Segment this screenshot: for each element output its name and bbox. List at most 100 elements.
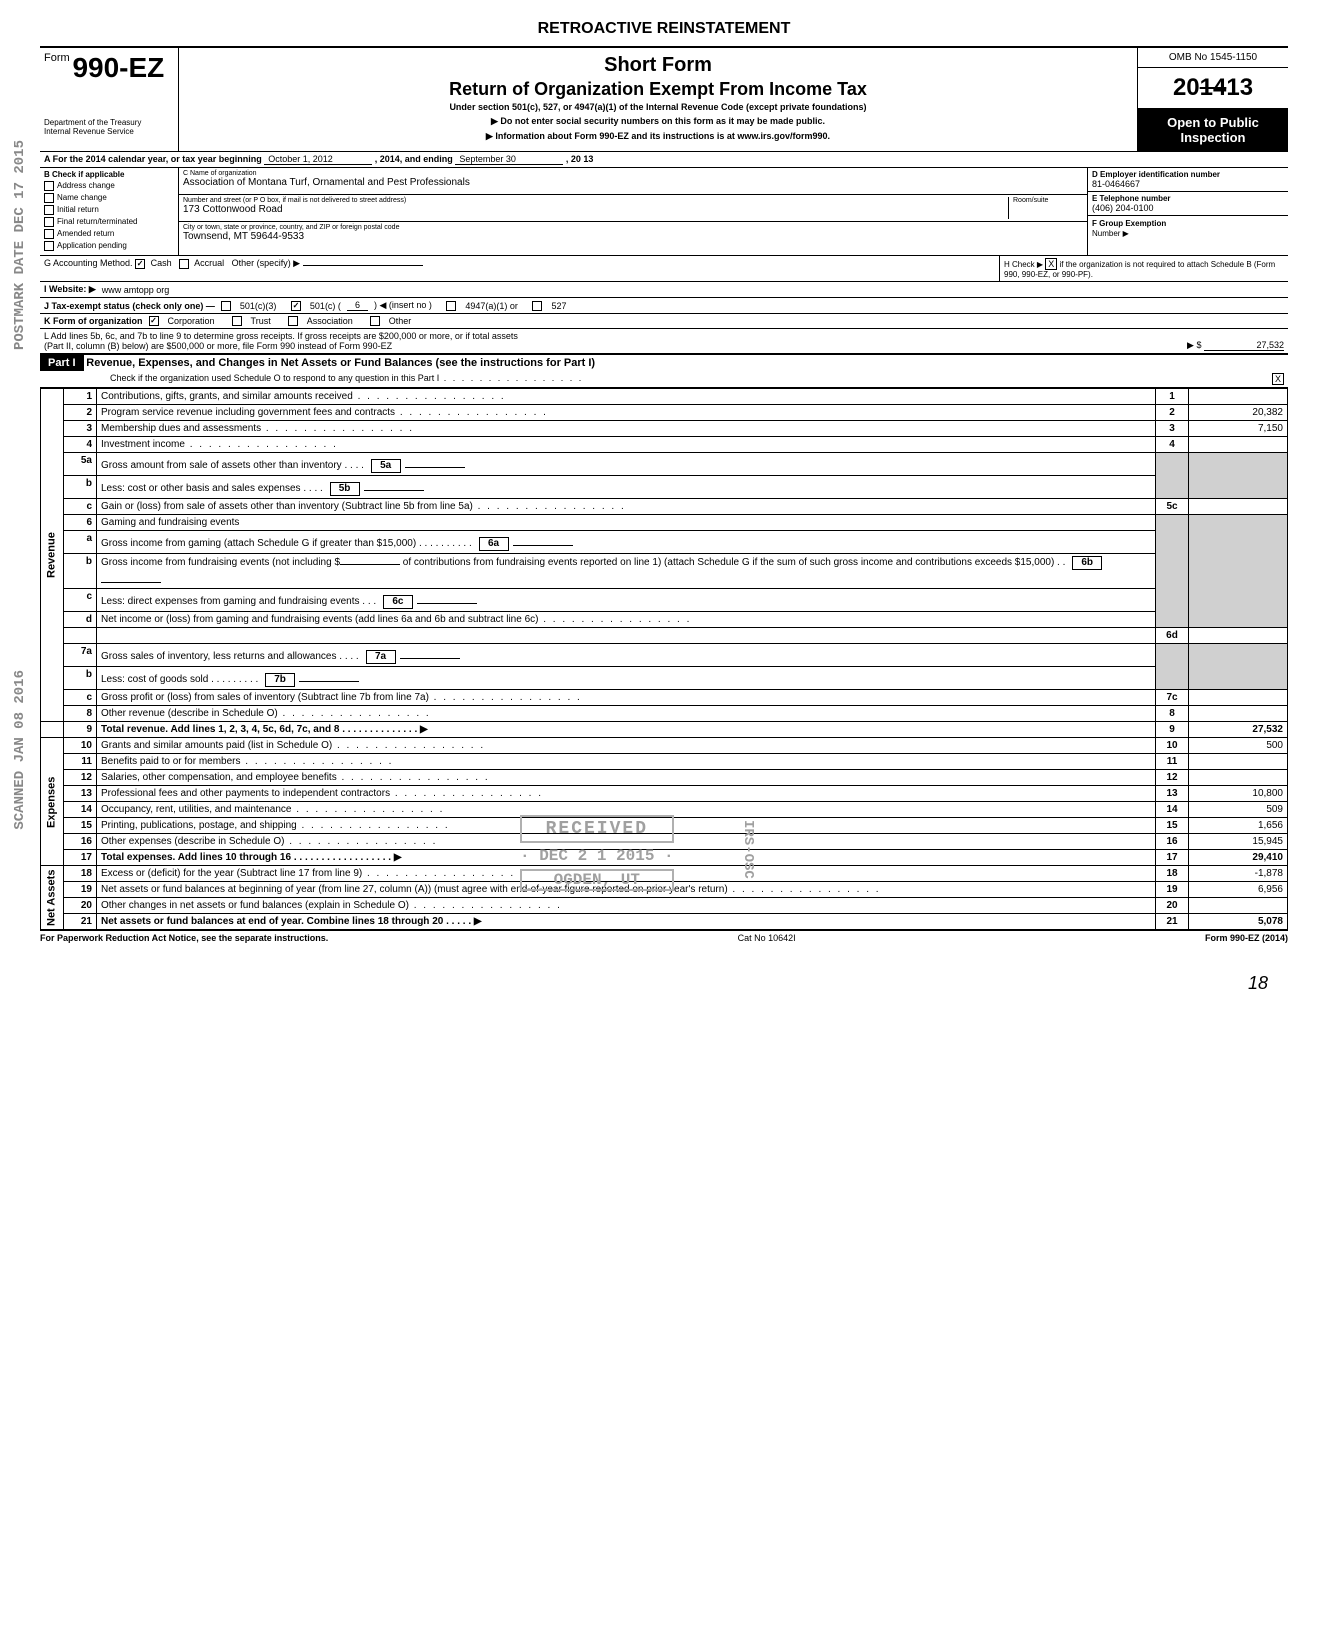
main-info-block: B Check if applicable Address change Nam… (40, 168, 1288, 256)
section-b: B Check if applicable Address change Nam… (40, 168, 179, 255)
lbl-pending: Application pending (57, 241, 127, 250)
nc14: 14 (1156, 802, 1189, 818)
v16: 15,945 (1189, 834, 1288, 850)
nc1: 1 (1156, 389, 1189, 405)
revenue-side-label: Revenue (41, 389, 64, 722)
part1-x[interactable]: X (1272, 373, 1284, 385)
nc11: 11 (1156, 754, 1189, 770)
org-name: Association of Montana Turf, Ornamental … (183, 177, 1083, 188)
501c-num: 6 (347, 300, 368, 311)
row-gh: G Accounting Method. Cash Accrual Other … (40, 256, 1288, 282)
form-number: 990-EZ (72, 52, 164, 83)
ln8: 8 (64, 706, 97, 722)
ln2: 2 (64, 405, 97, 421)
val6a (513, 533, 573, 546)
year-strike: 14 (1200, 74, 1227, 101)
section-de: D Employer identification number 81-0464… (1088, 168, 1288, 255)
ln13: 13 (64, 786, 97, 802)
no-ssn-notice: ▶ Do not enter social security numbers o… (187, 116, 1129, 127)
box5a: 5a (371, 459, 401, 473)
city-value: Townsend, MT 59644-9533 (183, 231, 1083, 242)
ln4: 4 (64, 437, 97, 453)
lbl-corp: Corporation (168, 316, 215, 326)
ln6b: b (64, 554, 97, 589)
ln10: 10 (64, 738, 97, 754)
chk-other-org[interactable] (370, 316, 380, 326)
chk-name[interactable] (44, 193, 54, 203)
row-l: L Add lines 5b, 6c, and 7b to line 9 to … (40, 329, 1288, 355)
box6b: 6b (1072, 556, 1102, 570)
footer-form: Form 990-EZ (2014) (1205, 933, 1288, 943)
v14: 509 (1189, 802, 1288, 818)
section-c: C Name of organization Association of Mo… (179, 168, 1088, 255)
ld6c: Less: direct expenses from gaming and fu… (97, 589, 1156, 612)
ld16: Other expenses (describe in Schedule O) (97, 834, 1156, 850)
ld6d: Net income or (loss) from gaming and fun… (97, 612, 1156, 628)
ln12: 12 (64, 770, 97, 786)
lbl-other-method: Other (specify) ▶ (232, 258, 300, 268)
ld3: Membership dues and assessments (97, 421, 1156, 437)
v4 (1189, 437, 1288, 453)
chk-final[interactable] (44, 217, 54, 227)
i-label: I Website: ▶ (44, 284, 96, 295)
lbl-address: Address change (57, 181, 115, 190)
lbl-initial: Initial return (57, 205, 99, 214)
box6a: 6a (479, 537, 509, 551)
v20 (1189, 898, 1288, 914)
nc8: 8 (1156, 706, 1189, 722)
chk-address[interactable] (44, 181, 54, 191)
v19: 6,956 (1189, 882, 1288, 898)
v18: -1,878 (1189, 866, 1288, 882)
l-line2: (Part II, column (B) below) are $500,000… (44, 341, 1144, 351)
tax-year: 201413 (1138, 68, 1288, 109)
nc5c: 5c (1156, 499, 1189, 515)
nc17: 17 (1156, 850, 1189, 866)
main-table: Revenue 1 Contributions, gifts, grants, … (40, 388, 1288, 930)
chk-accrual[interactable] (179, 259, 189, 269)
form-page: POSTMARK DATE DEC 17 2015 SCANNED JAN 08… (40, 20, 1288, 994)
l-line1: L Add lines 5b, 6c, and 7b to line 9 to … (44, 331, 1144, 341)
chk-trust[interactable] (232, 316, 242, 326)
cal-mid: , 2014, and ending (375, 154, 453, 164)
nc12: 12 (1156, 770, 1189, 786)
chk-cash[interactable] (135, 259, 145, 269)
chk-initial[interactable] (44, 205, 54, 215)
nc3: 3 (1156, 421, 1189, 437)
city-label: City or town, state or province, country… (183, 224, 1083, 231)
v5c (1189, 499, 1288, 515)
chk-501c[interactable] (291, 301, 301, 311)
return-title: Return of Organization Exempt From Incom… (187, 79, 1129, 100)
chk-pending[interactable] (44, 241, 54, 251)
ld10: Grants and similar amounts paid (list in… (97, 738, 1156, 754)
nc15: 15 (1156, 818, 1189, 834)
chk-corp[interactable] (149, 316, 159, 326)
ld18: Excess or (deficit) for the year (Subtra… (97, 866, 1156, 882)
h-checkbox[interactable]: X (1045, 258, 1057, 270)
year-prefix: 20 (1173, 74, 1200, 101)
ld1: Contributions, gifts, grants, and simila… (97, 389, 1156, 405)
rev-spacer (41, 722, 64, 738)
netassets-side-label: Net Assets (41, 866, 64, 930)
shade6 (1156, 515, 1189, 628)
nc13: 13 (1156, 786, 1189, 802)
ln11: 11 (64, 754, 97, 770)
chk-assoc[interactable] (288, 316, 298, 326)
ln15: 15 (64, 818, 97, 834)
ld4: Investment income (97, 437, 1156, 453)
box7a: 7a (366, 650, 396, 664)
chk-527[interactable] (532, 301, 542, 311)
chk-501c3[interactable] (221, 301, 231, 311)
chk-4947[interactable] (446, 301, 456, 311)
ln20: 20 (64, 898, 97, 914)
ln19: 19 (64, 882, 97, 898)
lbl-527: 527 (551, 301, 566, 311)
row-j: J Tax-exempt status (check only one) — 5… (40, 298, 1288, 314)
chk-amended[interactable] (44, 229, 54, 239)
part1-header-row: Part I Revenue, Expenses, and Changes in… (40, 355, 1288, 388)
ln1: 1 (64, 389, 97, 405)
ln18: 18 (64, 866, 97, 882)
group-ex-label: F Group Exemption (1092, 219, 1166, 228)
form-label: Form (44, 52, 70, 64)
ein-value: 81-0464667 (1092, 179, 1284, 189)
ln14: 14 (64, 802, 97, 818)
